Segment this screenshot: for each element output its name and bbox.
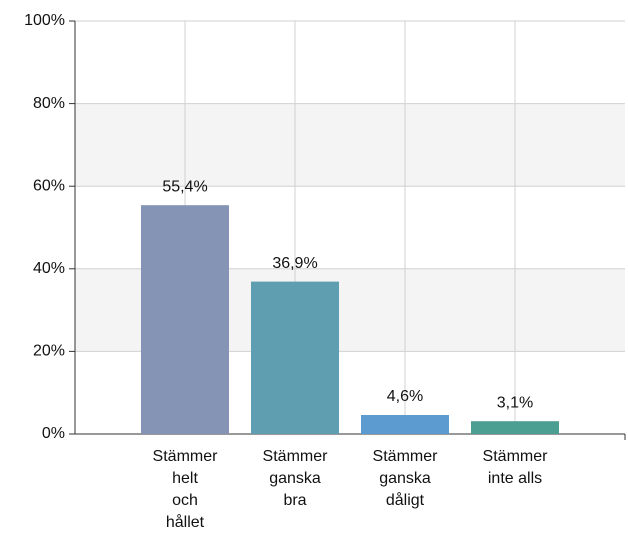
y-tick-label: 0% <box>42 425 65 442</box>
y-tick-label: 20% <box>33 343 65 360</box>
value-label: 4,6% <box>387 388 423 405</box>
y-tick-label: 80% <box>33 95 65 112</box>
bar <box>361 415 449 434</box>
value-label: 55,4% <box>162 178 207 195</box>
y-tick-label: 40% <box>33 260 65 277</box>
value-label: 36,9% <box>272 255 317 272</box>
x-tick-label: Stämmer ganska bra <box>262 448 328 509</box>
x-tick-label-box: Stämmer ganska bra <box>262 448 328 509</box>
bar <box>251 281 339 434</box>
x-tick-label-box: Stämmer helt och hållet <box>152 448 218 531</box>
y-tick-label: 60% <box>33 177 65 194</box>
x-tick-label: Stämmer inte alls <box>482 448 548 487</box>
bar <box>471 421 559 434</box>
x-tick-label: Stämmer helt och hållet <box>152 448 218 531</box>
x-tick-label-box: Stämmer ganska dåligt <box>372 448 438 509</box>
grid-band <box>75 103 625 187</box>
bar <box>141 205 229 434</box>
value-label: 3,1% <box>497 394 533 411</box>
x-tick-label-box: Stämmer inte alls <box>482 448 548 487</box>
y-tick-label: 100% <box>24 12 65 29</box>
x-tick-label: Stämmer ganska dåligt <box>372 448 438 509</box>
